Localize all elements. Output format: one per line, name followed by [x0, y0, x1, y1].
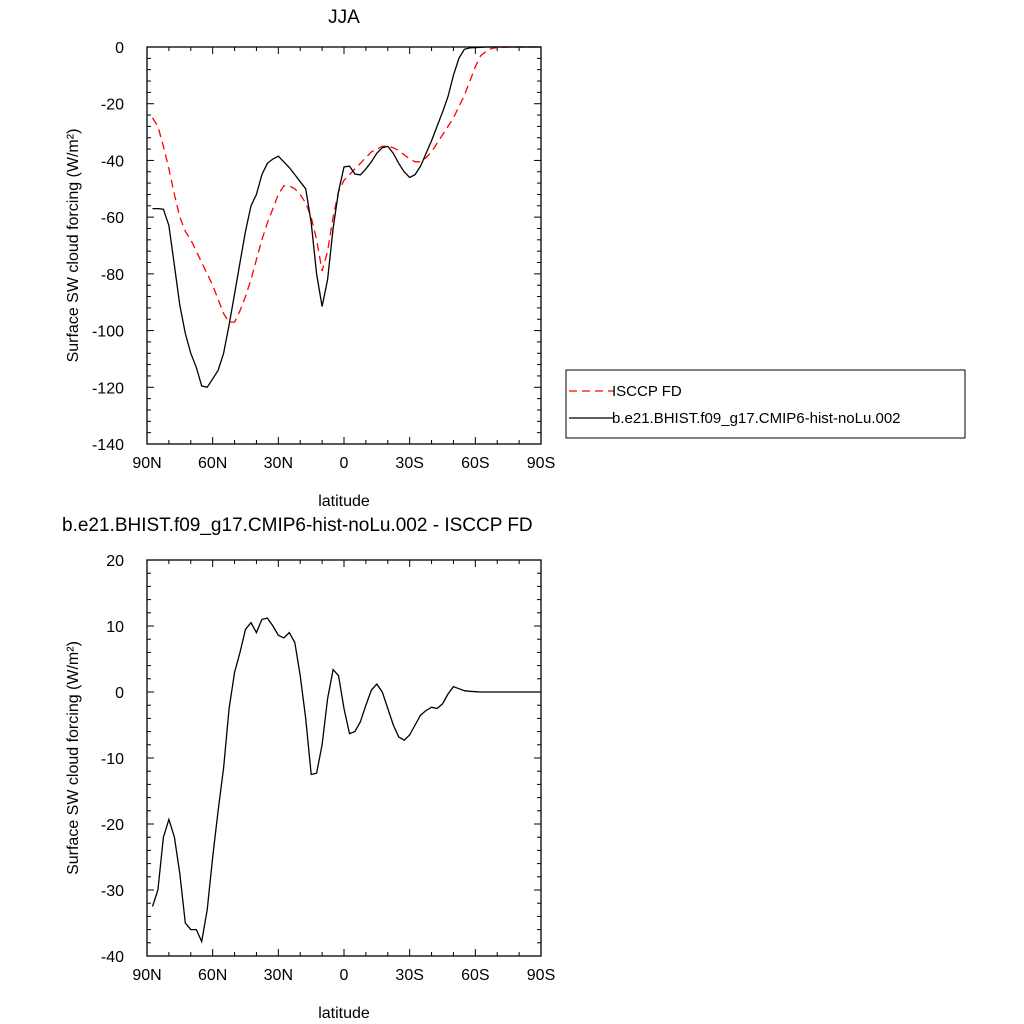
y-axis-label: Surface SW cloud forcing (W/m²): [65, 641, 82, 875]
x-tick-label: 60S: [461, 967, 489, 984]
chart-title: JJA: [328, 7, 360, 28]
x-tick-label: 90N: [132, 455, 161, 472]
x-tick-label: 90N: [132, 967, 161, 984]
y-tick-label: 20: [106, 553, 124, 570]
y-tick-label: -80: [101, 267, 124, 284]
y-tick-label: 0: [115, 40, 124, 57]
y-tick-label: 10: [106, 619, 124, 636]
y-tick-label: -40: [101, 153, 124, 170]
chart-jja: JJA 90N 60N 30N 0 30S 60S 90S 0 -20 -40 -60 -80 -100 -…: [65, 7, 966, 510]
x-axis-label: latitude: [318, 493, 370, 510]
y-tick-label: -120: [92, 380, 124, 397]
legend-box: [565, 369, 966, 439]
y-axis-label: Surface SW cloud forcing (W/m²): [65, 129, 82, 363]
x-tick-label: 90S: [527, 967, 555, 984]
y-tick-label: -20: [101, 97, 124, 114]
x-tick-label: 0: [340, 455, 349, 472]
x-tick-label: 60N: [198, 455, 227, 472]
series-line-0: [151, 46, 541, 323]
y-tick-label: -100: [92, 324, 124, 341]
chart-title: b.e21.BHIST.f09_g17.CMIP6-hist-noLu.002 …: [62, 515, 533, 536]
y-tick-label: -60: [101, 210, 124, 227]
x-tick-label: 60S: [461, 455, 489, 472]
y-tick-label: -40: [101, 949, 124, 966]
legend-label-1: b.e21.BHIST.f09_g17.CMIP6-hist-noLu.002: [612, 410, 901, 427]
x-tick-label: 90S: [527, 455, 555, 472]
series-line-1: [152, 46, 541, 389]
y-tick-label: -30: [101, 883, 124, 900]
x-tick-label: 30N: [264, 455, 293, 472]
chart-difference: b.e21.BHIST.f09_g17.CMIP6-hist-noLu.002 …: [62, 515, 555, 1022]
x-axis-label: latitude: [318, 1005, 370, 1022]
y-tick-label: -20: [101, 817, 124, 834]
x-tick-label: 0: [340, 967, 349, 984]
y-tick-label: -140: [92, 437, 124, 454]
x-tick-label: 30N: [264, 967, 293, 984]
x-tick-label: 30S: [395, 455, 423, 472]
series-line-0: [151, 617, 541, 944]
x-tick-label: 30S: [395, 967, 423, 984]
legend-label-0: ISCCP FD: [612, 383, 682, 400]
y-tick-label: -10: [101, 751, 124, 768]
y-tick-label: 0: [115, 685, 124, 702]
x-tick-label: 60N: [198, 967, 227, 984]
